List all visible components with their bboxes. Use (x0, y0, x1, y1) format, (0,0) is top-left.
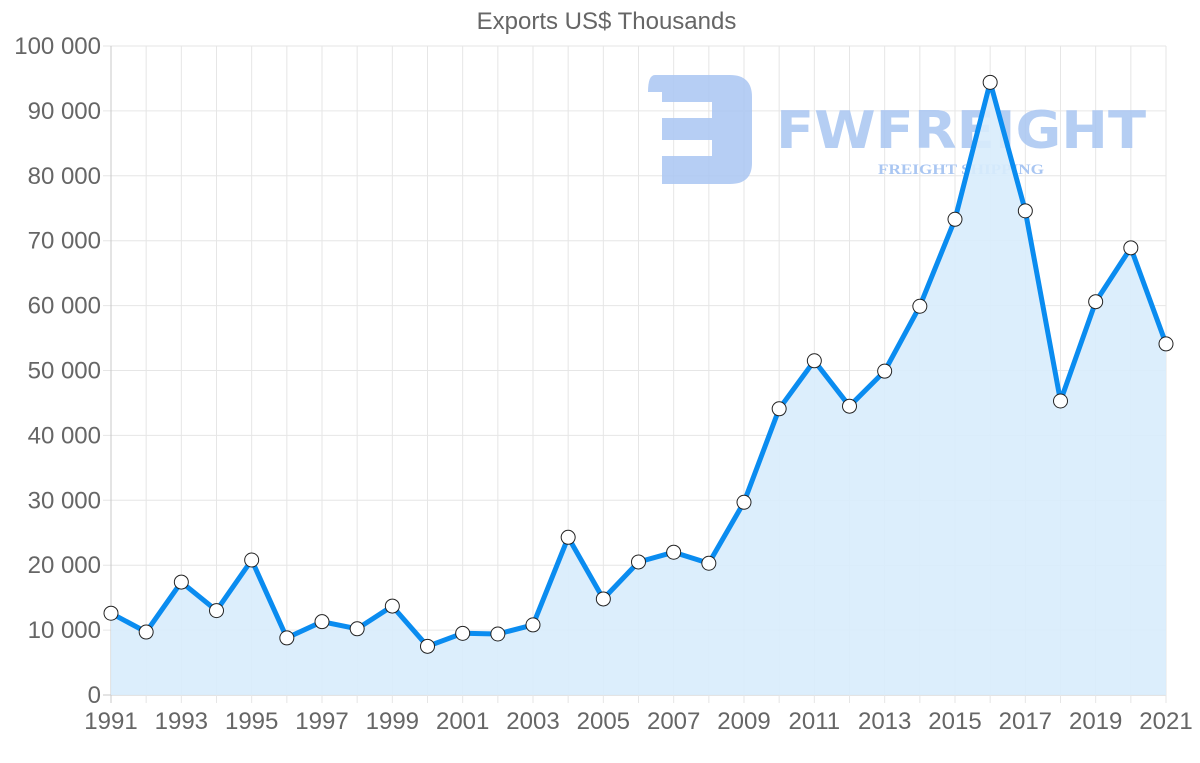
x-tick-label: 1991 (84, 708, 137, 735)
data-point[interactable] (384, 598, 400, 614)
x-tick-label: 1993 (155, 708, 208, 735)
data-point[interactable] (560, 529, 576, 545)
data-point[interactable] (173, 574, 189, 590)
data-point[interactable] (420, 638, 435, 654)
data-point[interactable] (244, 552, 260, 568)
x-tick-label: 2007 (647, 708, 700, 735)
x-tick-label: 1997 (295, 708, 348, 735)
data-point[interactable] (877, 363, 893, 379)
chart-title: Exports US$ Thousands (476, 8, 737, 35)
data-point[interactable] (1053, 393, 1068, 409)
y-tick-label: 80 000 (28, 163, 101, 190)
data-point[interactable] (1088, 294, 1104, 310)
data-point[interactable] (455, 625, 471, 641)
y-tick-label: 90 000 (28, 98, 101, 125)
data-series (103, 74, 1174, 696)
data-point[interactable] (736, 494, 752, 510)
y-tick-label: 100 000 (14, 33, 101, 60)
x-tick-label: 1995 (225, 708, 278, 735)
y-tick-label: 0 (88, 682, 101, 709)
y-tick-label: 40 000 (28, 422, 101, 449)
axes: 0 10 000 20 000 30 000 40 000 50 000 60 000 70 … (14, 33, 1192, 735)
data-point[interactable] (631, 554, 646, 570)
data-point[interactable] (279, 630, 295, 646)
data-point[interactable] (1158, 336, 1174, 352)
area-fill (111, 82, 1166, 696)
x-tick-label: 2019 (1069, 708, 1122, 735)
x-tick-label: 2005 (577, 708, 630, 735)
data-point[interactable] (771, 401, 787, 417)
data-point[interactable] (666, 544, 682, 560)
x-tick-label: 1999 (366, 708, 419, 735)
y-tick-label: 50 000 (28, 358, 101, 385)
x-tick-label: 2015 (928, 708, 981, 735)
x-tick-label: 2009 (717, 708, 770, 735)
x-tick-label: 2011 (789, 708, 841, 735)
data-point[interactable] (806, 353, 822, 369)
data-point[interactable] (1017, 203, 1033, 219)
data-point[interactable] (1123, 240, 1139, 256)
data-point[interactable] (314, 614, 330, 630)
data-point[interactable] (525, 617, 541, 633)
data-point[interactable] (842, 398, 857, 414)
x-tick-label: 2003 (506, 708, 559, 735)
data-point[interactable] (138, 624, 154, 640)
x-tick-label: 2017 (999, 708, 1052, 735)
data-point[interactable] (912, 298, 928, 314)
data-point[interactable] (349, 621, 365, 637)
watermark-tagline: FREIGHT SHIPPING (878, 162, 1044, 178)
x-tick-label: 2013 (858, 708, 911, 735)
data-point[interactable] (947, 211, 963, 227)
x-tick-label: 2021 (1139, 708, 1192, 735)
watermark-brand: FWFREIGHT (776, 101, 1147, 161)
watermark-logo: FWFREIGHT FREIGHT SHIPPING (648, 75, 1147, 184)
data-point[interactable] (982, 74, 998, 90)
logo-mark-icon (648, 75, 752, 184)
y-tick-label: 10 000 (28, 617, 101, 644)
y-tick-label: 70 000 (28, 228, 101, 255)
data-point[interactable] (103, 605, 119, 621)
x-tick-label: 2001 (436, 708, 489, 735)
data-point[interactable] (595, 591, 611, 607)
y-tick-label: 60 000 (28, 293, 101, 320)
y-tick-label: 20 000 (28, 552, 101, 579)
data-point[interactable] (209, 603, 224, 619)
data-point[interactable] (490, 626, 506, 642)
y-tick-label: 30 000 (28, 487, 101, 514)
data-point[interactable] (701, 555, 717, 571)
